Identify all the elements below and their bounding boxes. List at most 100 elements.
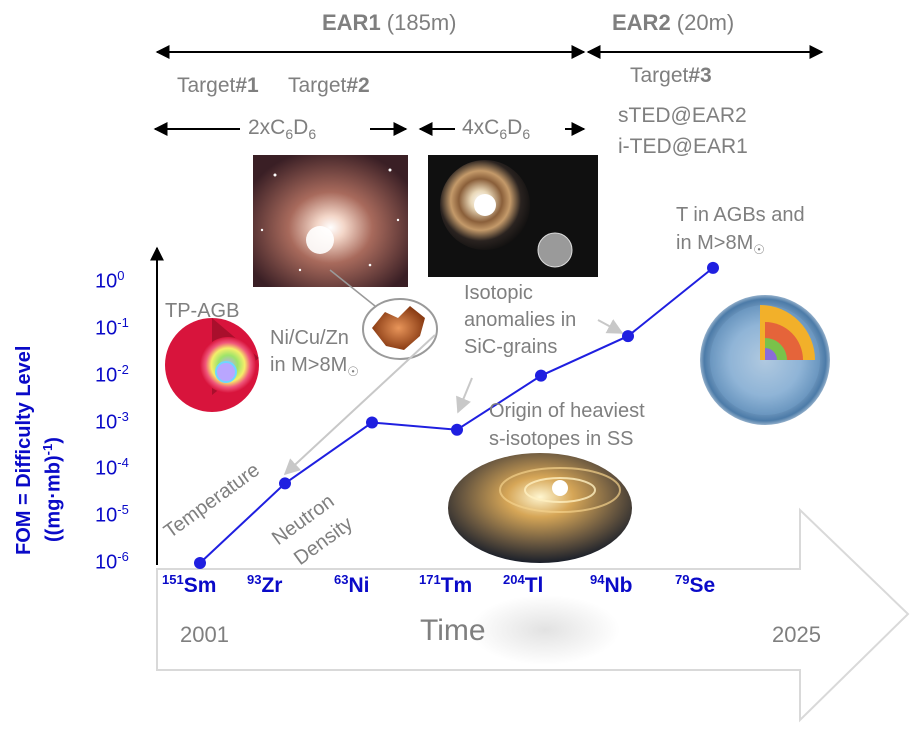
tp-agb-illustration [165,318,259,412]
element-symbol: Ni [348,574,370,597]
det1-sub2: 6 [308,126,317,143]
det1-part-a: 2xC [248,116,286,139]
y-title-sup: -1 [40,443,55,456]
x-category-label: 79Se [675,572,715,598]
y-tick-exponent: -1 [117,314,129,330]
target1-label: Target#1 [177,74,259,98]
ear2-length: (20m) [670,10,735,35]
y-tick-base: 10 [95,551,118,574]
element-symbol: Zr [261,574,283,597]
x-category-label: 63Ni [334,572,369,598]
detector2-label: 4xC6D6 [462,116,530,142]
solar-system-disk [448,453,632,563]
ni-line2-text: in M>8M [270,354,348,376]
sted-label: sTED@EAR2 [618,104,747,127]
y-tick-label: 10-3 [95,409,129,435]
element-symbol: Tl [524,574,544,597]
x-axis-title: Time [420,614,486,647]
target1-number: #1 [235,74,259,97]
y-tick-label: 10-1 [95,315,129,341]
y-tick-label: 100 [95,268,124,294]
x-category-label: 93Zr [247,572,282,598]
origin-label-line2: s-isotopes in SS [489,428,634,450]
temperature-pointer [283,334,436,476]
y-tick-exponent: 0 [117,268,125,283]
target2-word: Target [288,74,347,97]
y-tick-exponent: -6 [117,549,129,564]
y-tick-base: 10 [95,457,118,480]
element-symbol: Nb [604,574,633,597]
y-tick-label: 10-4 [95,455,129,481]
y-tick-label: 10-5 [95,502,129,528]
isotopic-label-line3: SiC-grains [464,336,558,358]
target2-number: #2 [346,74,370,97]
isotopic-label-line1: Isotopic [464,282,533,304]
y-tick-base: 10 [95,504,118,527]
ear1-label: EAR1 (185m) [322,10,456,36]
sun-symbol-2: ☉ [753,242,765,257]
y-tick-base: 10 [95,270,118,293]
detector1-label: 2xC6D6 [248,116,316,142]
det2-part-a: 4xC [462,116,500,139]
mass-number: 94 [590,572,605,587]
y-tick-exponent: -5 [117,502,129,518]
x-category-label: 171Tm [419,572,472,598]
target3-label: Target#3 [630,64,712,88]
target1-word: Target [177,74,236,97]
y-tick-label: 10-2 [95,362,129,388]
mass-number: 204 [503,572,525,587]
grain-magnifier [329,269,438,360]
y-axis-title-line2: ((mg·mb)-1) [40,437,66,542]
target3-number: #3 [688,64,712,87]
data-point [622,330,634,343]
ear1-length: (185m) [380,10,457,35]
data-point [451,423,463,436]
mass-number: 79 [675,572,690,587]
ear2-name: EAR2 [612,10,671,35]
blur-patch [470,595,620,665]
target2-label: Target#2 [288,74,370,98]
origin-label-line1: Origin of heaviest [489,400,645,422]
star-grain-photo [428,155,598,277]
nebula-photo [253,155,408,287]
target3-word: Target [630,64,689,87]
y-tick-base: 10 [95,317,118,340]
det2-sub1: 6 [499,126,508,143]
massive-star-illustration [700,295,830,425]
plot-area [194,261,719,569]
mass-number: 63 [334,572,349,587]
sun-symbol: ☉ [347,364,359,379]
y-tick-base: 10 [95,364,118,387]
tp-agb-label: TP-AGB [165,300,240,322]
ear1-name: EAR1 [322,10,381,35]
x-category-label: 94Nb [590,572,632,598]
data-point [194,557,206,569]
y-tick-exponent: -2 [117,361,129,377]
t-agb-label-line1: T in AGBs and [676,204,805,226]
sic-pointer-high [597,319,624,334]
ear2-label: EAR2 (20m) [612,10,734,36]
ni-cu-zn-label-line2: in M>8M☉ [270,354,359,380]
data-point [535,369,547,382]
mass-number: 151 [162,572,184,587]
det2-part-b: D [507,116,523,139]
det1-sub1: 6 [285,126,294,143]
ni-cu-zn-label-line1: Ni/Cu/Zn [270,327,349,349]
y-tick-exponent: -3 [117,408,129,424]
mass-number: 171 [419,572,441,587]
mass-number: 93 [247,572,262,587]
x-category-label: 204Tl [503,572,543,598]
sic-pointer-low [456,377,473,414]
y-title-part: ((mg·mb) [42,455,65,542]
element-symbol: Sm [183,574,217,597]
x-category-label: 151Sm [162,572,216,598]
element-symbol: Se [689,574,716,597]
data-point [707,261,719,274]
data-point [366,416,378,429]
data-point [279,477,291,490]
y-tick-label: 10-6 [95,549,129,575]
det2-sub2: 6 [522,126,531,143]
isotopic-label-line2: anomalies in [464,309,577,331]
